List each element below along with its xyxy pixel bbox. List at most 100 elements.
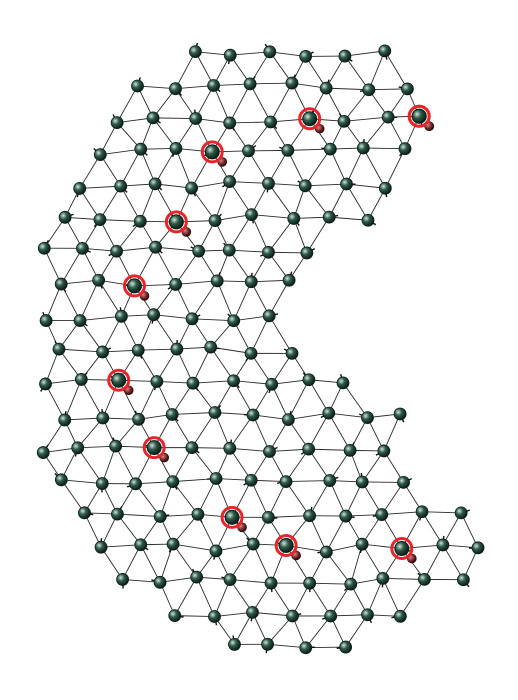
mesh-edge (120, 148, 142, 187)
mesh-edge (367, 578, 384, 615)
mesh-edge (196, 576, 215, 617)
mesh-edge (328, 412, 368, 419)
mesh-node (303, 576, 317, 593)
highlighted-node (164, 210, 192, 237)
mesh-node (207, 79, 221, 93)
highlighted-node (122, 274, 150, 301)
mesh-node (277, 475, 293, 489)
mesh-edge (252, 414, 270, 452)
mesh-node (185, 181, 199, 197)
mesh-node (244, 346, 258, 362)
mesh-edge (191, 280, 218, 320)
highlighted-node (298, 107, 325, 134)
mesh-node (134, 142, 148, 156)
mesh-edge (329, 480, 347, 517)
mesh-edge (285, 480, 330, 483)
mesh-edge (229, 83, 251, 124)
mesh-node (110, 114, 124, 130)
mesh-edge (304, 185, 330, 218)
mesh-edge (192, 346, 212, 384)
mesh-node (111, 505, 124, 521)
mesh-node (297, 179, 312, 193)
mesh-node (319, 79, 333, 95)
mesh-node (166, 537, 180, 553)
mesh-node (115, 307, 128, 323)
mesh-node (223, 48, 237, 65)
mesh-edge (229, 121, 271, 124)
highlighted-node (407, 104, 434, 132)
mesh-node (222, 175, 237, 188)
mesh-edge (325, 515, 347, 553)
mesh-node (378, 44, 392, 60)
mesh-edge (250, 281, 270, 317)
mesh-edge (175, 148, 193, 189)
mesh-edge (228, 214, 252, 251)
mesh-node (169, 82, 183, 96)
mesh-node (94, 538, 108, 554)
mesh-edge (250, 480, 269, 518)
mesh-edge (308, 379, 330, 414)
mesh-edge (460, 512, 479, 548)
highlighted-node (220, 505, 247, 533)
mesh-edge (229, 414, 254, 449)
mesh-edge (229, 579, 253, 613)
mesh-edge (77, 447, 103, 484)
mesh-edge (117, 513, 142, 546)
mesh-edge (381, 511, 423, 516)
mesh-node (398, 142, 412, 157)
mesh-edge (309, 480, 331, 516)
mesh-edge (213, 85, 231, 124)
mesh-edge (137, 314, 155, 351)
mesh-edge (229, 447, 270, 452)
mesh-edge (98, 279, 122, 317)
mesh-node (391, 609, 407, 623)
mesh-node (208, 213, 222, 228)
mesh-node (221, 573, 237, 587)
mesh-node (147, 308, 161, 324)
mesh-edge (77, 417, 104, 449)
mesh-edge (345, 614, 368, 648)
mesh-node (190, 244, 206, 258)
mesh-node (322, 609, 338, 623)
mesh-node (189, 109, 203, 125)
mesh-edge (229, 249, 269, 253)
mesh-edge (309, 582, 351, 585)
mesh-edge (268, 515, 310, 518)
mesh-node (282, 271, 296, 287)
mesh-edge (64, 379, 82, 421)
mesh-node (320, 406, 336, 420)
mesh-node (116, 573, 129, 589)
mesh-node (185, 441, 200, 455)
mesh-node (299, 50, 314, 63)
mesh-edge (346, 147, 364, 185)
mesh-node (336, 374, 350, 390)
mesh-node (376, 572, 390, 588)
mesh-node (58, 210, 74, 224)
mesh-node (208, 610, 221, 626)
mesh-node (151, 575, 167, 589)
mesh-edge (116, 85, 138, 123)
mesh-edge (58, 348, 103, 353)
mesh-edge (79, 320, 103, 353)
mesh-edge (100, 148, 141, 156)
mesh-node (286, 609, 302, 623)
mesh-node (243, 473, 258, 487)
mesh-node (262, 309, 279, 323)
mesh-node (372, 508, 389, 521)
mesh-edge (230, 51, 270, 56)
mesh-node (191, 507, 205, 523)
mesh-edge (285, 481, 310, 516)
mesh-edge (267, 481, 287, 518)
mesh-edge (304, 148, 331, 187)
mesh-node (36, 444, 50, 459)
mesh-node (242, 144, 257, 158)
mesh-node (73, 182, 87, 198)
mesh-edge (230, 579, 272, 584)
mesh-edge (309, 582, 332, 617)
mesh-edge (381, 482, 404, 515)
mesh-edge (101, 544, 141, 548)
mesh-edge (122, 544, 142, 580)
mesh-edge (61, 479, 103, 484)
mesh-edge (115, 445, 137, 485)
mesh-node (96, 345, 112, 359)
